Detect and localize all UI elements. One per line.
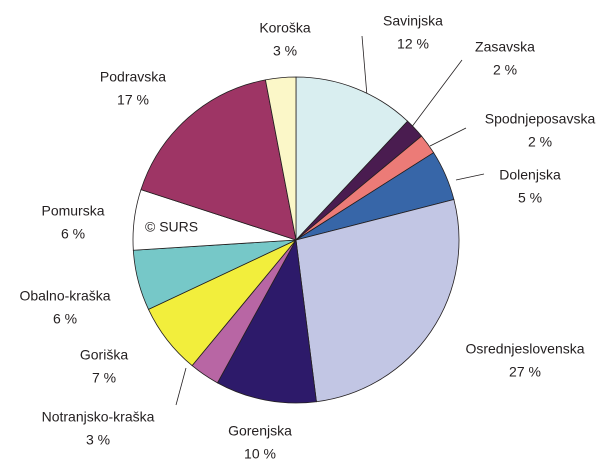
slice-label: Notranjsko-kraška — [42, 409, 155, 425]
leader-line — [175, 367, 187, 406]
slice-label: Savinjska — [383, 13, 443, 29]
slice-value-label: 3 % — [86, 432, 110, 448]
leader-lines — [175, 35, 485, 406]
leader-line — [455, 173, 485, 181]
slice-label: Zasavska — [475, 39, 535, 55]
slice-label: Goriška — [80, 347, 128, 363]
slice-value-label: 17 % — [117, 92, 149, 108]
slice-label: Obalno-kraška — [19, 288, 110, 304]
annotation: © SURS — [145, 219, 198, 235]
leader-line — [410, 59, 463, 129]
slice-value-label: 3 % — [273, 43, 297, 59]
leader-line — [361, 35, 368, 97]
slice-value-label: 6 % — [53, 311, 77, 327]
slice-value-label: 2 % — [528, 134, 552, 150]
slice-label: Spodnjeposavska — [485, 111, 596, 127]
slice-label: Podravska — [100, 69, 166, 85]
slice-label: Gorenjska — [228, 423, 292, 439]
slice-value-label: 27 % — [509, 364, 541, 380]
pie — [132, 76, 460, 404]
pie-slice — [295, 198, 460, 403]
slice-value-label: 7 % — [92, 370, 116, 386]
pie-slice — [140, 79, 297, 241]
pie-slice — [295, 76, 409, 242]
slice-value-label: 12 % — [397, 36, 429, 52]
slice-value-label: 10 % — [244, 446, 276, 459]
slice-value-label: 2 % — [493, 62, 517, 78]
pie-slice — [216, 238, 317, 404]
slice-value-label: 6 % — [61, 226, 85, 242]
pie-slice — [264, 76, 297, 241]
leader-line — [429, 127, 467, 147]
slice-label: Dolenjska — [499, 167, 561, 183]
slice-label: Osrednjeslovenska — [465, 341, 584, 357]
slice-label: Koroška — [259, 20, 311, 36]
slice-value-label: 5 % — [518, 190, 542, 206]
slice-label: Pomurska — [41, 203, 104, 219]
